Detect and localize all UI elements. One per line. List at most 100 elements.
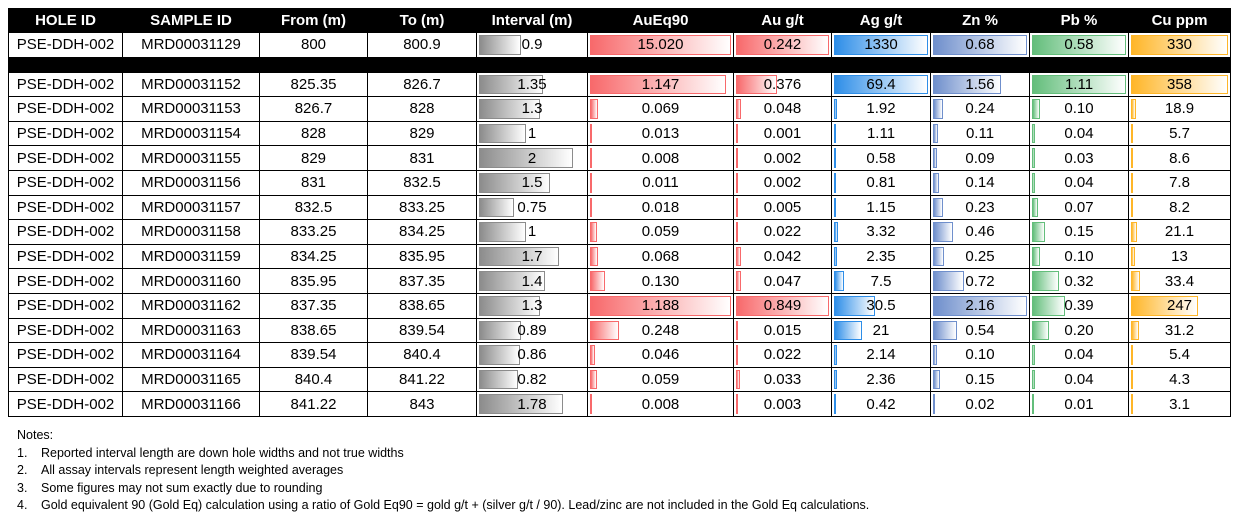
data-bar	[1032, 394, 1034, 414]
data-bar	[1131, 296, 1198, 316]
cell-text: 2	[527, 149, 537, 167]
table-cell: 0.001	[734, 121, 832, 147]
table-cell: 4.3	[1129, 367, 1231, 393]
table-cell: 0.376	[734, 72, 832, 98]
cell-text: 2.35	[866, 248, 896, 266]
cell-text: 0.130	[641, 272, 680, 290]
cell-text: MRD00031129	[141, 36, 241, 54]
cell-text: 0.11	[965, 125, 995, 143]
data-bar	[1131, 197, 1134, 218]
cell-text: 835.95	[290, 272, 337, 290]
cell-text: 0.09	[965, 149, 995, 167]
header-cell: SAMPLE ID	[123, 8, 260, 33]
cell-text: 832.5	[294, 198, 333, 216]
table-cell: 1.147	[588, 72, 734, 98]
cell-text: 1.35	[517, 75, 547, 93]
table-cell: 840.4	[368, 343, 477, 368]
table-cell: 0.82	[477, 367, 588, 393]
data-bar	[736, 345, 739, 365]
cell-text: 18.9	[1164, 100, 1195, 118]
table-cell: 1.56	[931, 72, 1030, 98]
cell-text: 840.4	[294, 371, 333, 389]
table-cell: 0.14	[931, 171, 1030, 196]
table-cell: 833.25	[260, 220, 368, 245]
cell-text: 800	[300, 36, 327, 54]
table-cell: 1.7	[477, 244, 588, 270]
cell-text: 834.25	[290, 248, 337, 266]
table-cell: 0.047	[734, 269, 832, 294]
table-cell: 358	[1129, 72, 1231, 98]
cell-text: PSE-DDH-002	[16, 198, 115, 216]
data-bar	[933, 197, 943, 218]
table-cell: 0.005	[734, 195, 832, 221]
data-bar	[1032, 123, 1036, 144]
table-cell: 21	[832, 318, 931, 344]
table-cell: 0.068	[588, 244, 734, 270]
table-cell: 15.020	[588, 33, 734, 58]
table-cell: 829	[368, 121, 477, 147]
table-cell: 18.9	[1129, 97, 1231, 122]
data-bar	[1131, 394, 1133, 414]
data-bar	[834, 296, 876, 316]
cell-text: 833.25	[290, 223, 337, 241]
cell-text: 13	[1171, 248, 1188, 266]
cell-text: MRD00031158	[141, 223, 241, 241]
cell-text: MRD00031157	[141, 198, 241, 216]
table-cell: MRD00031158	[123, 220, 260, 245]
table-cell: 831	[260, 171, 368, 196]
data-bar	[834, 173, 836, 193]
cell-text: 0.046	[641, 346, 680, 364]
table-cell: 0.015	[734, 318, 832, 344]
data-bar	[834, 74, 928, 95]
note-number: 3.	[17, 480, 28, 495]
data-bar	[1032, 296, 1066, 316]
cell-text: 3.1	[1169, 395, 1190, 413]
data-bar	[590, 296, 731, 316]
data-bar	[736, 35, 829, 55]
cell-text: PSE-DDH-002	[16, 36, 115, 54]
table-cell: 1	[477, 121, 588, 147]
note-item: 4. Gold equivalent 90 (Gold Eq) calculati…	[17, 497, 869, 515]
table-cell: 33.4	[1129, 269, 1231, 294]
table-cell: 1.11	[832, 121, 931, 147]
data-bar	[933, 320, 957, 341]
data-bar	[736, 99, 742, 119]
cell-text: 0.248	[641, 321, 680, 339]
note-number: 2.	[17, 463, 28, 477]
table-cell: 800.9	[368, 33, 477, 58]
table-cell: 800	[260, 33, 368, 58]
cell-text: 837.35	[290, 297, 337, 315]
header-cell: From (m)	[260, 8, 368, 33]
cell-text: 0.242	[763, 36, 802, 54]
table-cell: 3.1	[1129, 392, 1231, 417]
table-cell: 840.4	[260, 367, 368, 393]
table-cell: 0.03	[1030, 146, 1129, 171]
cell-text: 839.54	[399, 321, 445, 339]
cell-text: PSE-DDH-002	[16, 272, 115, 290]
cell-text: 1.3	[521, 100, 543, 118]
table-cell: MRD00031154	[123, 121, 260, 147]
data-bar	[933, 173, 940, 193]
table-cell: 0.033	[734, 367, 832, 393]
table-cell: PSE-DDH-002	[8, 97, 123, 122]
table-cell: 2.35	[832, 244, 931, 270]
table-cell: 0.10	[1030, 244, 1129, 270]
cell-text: 0.04	[1064, 125, 1094, 143]
data-bar	[590, 173, 592, 193]
table-cell: MRD00031156	[123, 171, 260, 196]
table-cell: 0.09	[931, 146, 1030, 171]
data-bar	[933, 394, 935, 414]
cell-text: 0.008	[641, 149, 680, 167]
cell-text: PSE-DDH-002	[16, 346, 115, 364]
cell-text: 1.92	[866, 100, 896, 118]
data-bar	[479, 394, 563, 414]
cell-text: MRD00031155	[141, 149, 241, 167]
cell-text: PSE-DDH-002	[16, 248, 115, 266]
table-cell: 0.059	[588, 220, 734, 245]
header-cell: Interval (m)	[477, 8, 588, 33]
data-bar	[590, 222, 597, 242]
table-cell: 0.02	[931, 392, 1030, 417]
note-number: 1.	[17, 445, 28, 460]
data-bar	[933, 246, 944, 267]
cell-text: 0.75	[517, 198, 547, 216]
